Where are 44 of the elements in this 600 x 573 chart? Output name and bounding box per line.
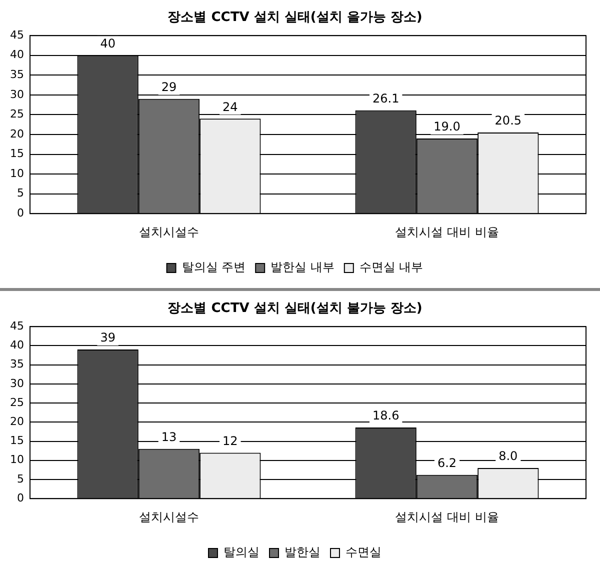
y-tick-label: 25 — [10, 396, 24, 409]
chart-title: 장소별 CCTV 설치 실태(설치 을가능 장소) — [168, 10, 422, 26]
data-label: 13 — [161, 430, 177, 444]
legend-label: 수면실 내부 — [359, 260, 424, 274]
legend-label: 탈의실 — [224, 545, 260, 560]
legend-label: 발한실 내부 — [270, 260, 334, 274]
y-tick-label: 5 — [16, 186, 24, 200]
y-tick-label: 0 — [16, 206, 24, 220]
y-tick-label: 30 — [10, 88, 24, 101]
y-tick-label: 0 — [16, 491, 24, 504]
legend-label: 수면실 — [346, 545, 382, 560]
data-label: 24 — [222, 100, 238, 114]
x-tick-label: 설치시설 대비 비율 — [395, 224, 499, 239]
y-tick-label: 45 — [10, 28, 24, 42]
y-tick-label: 10 — [10, 166, 24, 180]
data-label: 6.2 — [437, 456, 457, 470]
data-label: 29 — [161, 80, 177, 94]
data-label: 40 — [100, 36, 116, 51]
data-label: 12 — [222, 434, 238, 448]
y-tick-label: 30 — [10, 376, 24, 390]
chart-title: 장소별 CCTV 설치 실태(설치 불가능 장소) — [168, 301, 422, 316]
data-label: 18.6 — [372, 408, 400, 423]
y-tick-label: 35 — [10, 68, 24, 82]
data-label: 20.5 — [494, 114, 522, 128]
x-tick-label: 설치시설 대비 비율 — [395, 510, 499, 524]
data-label: 26.1 — [372, 91, 400, 106]
x-tick-label: 설치시설수 — [139, 510, 199, 524]
y-tick-label: 20 — [10, 127, 24, 140]
data-label: 19.0 — [434, 120, 460, 134]
y-tick-label: 5 — [16, 472, 24, 486]
y-tick-label: 20 — [10, 415, 24, 428]
x-tick-label: 설치시설수 — [139, 224, 199, 239]
data-label: 8.0 — [498, 449, 518, 464]
y-tick-label: 15 — [10, 147, 24, 160]
y-tick-label: 40 — [10, 338, 24, 352]
y-tick-label: 45 — [10, 319, 24, 332]
legend-label: 발한실 — [284, 545, 320, 560]
y-tick-label: 15 — [10, 434, 24, 448]
legend-label: 탈의실 주변 — [182, 260, 246, 274]
data-label: 39 — [100, 330, 116, 345]
y-tick-label: 25 — [10, 108, 24, 121]
y-tick-label: 10 — [10, 453, 24, 466]
y-tick-label: 35 — [10, 358, 24, 371]
y-tick-label: 40 — [10, 48, 24, 62]
